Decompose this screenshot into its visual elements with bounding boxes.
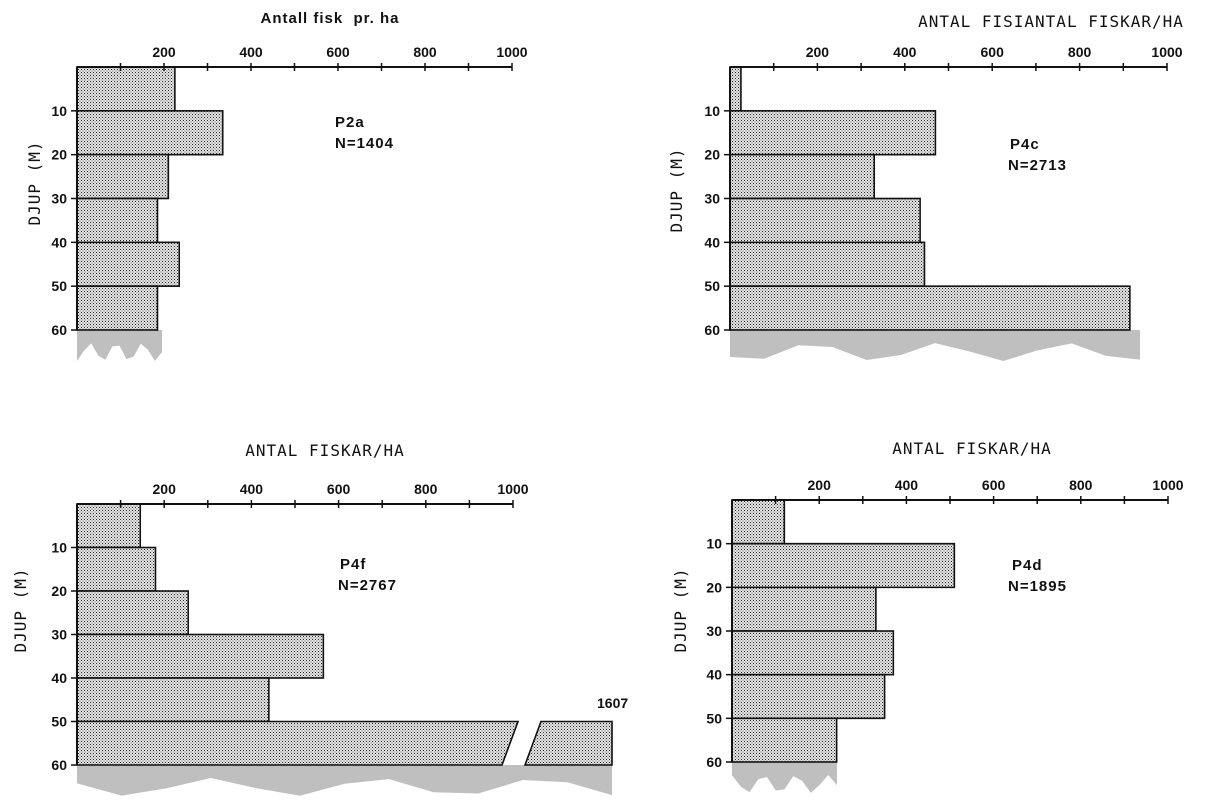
y-tick-label: 20 [706,579,722,595]
bar [731,630,895,676]
bar [729,285,1131,331]
bar [729,110,937,156]
y-axis-label: DJUP (M) [25,140,44,225]
plot-area: 200 400 600 800 1000 10 20 30 40 50 60 [704,44,1183,361]
n-label: N=2713 [1008,157,1067,174]
plot-area: 200 400 600 800 1000 10 20 30 40 50 60 [706,477,1184,793]
x-tick-label: 1000 [496,44,527,60]
bar [729,66,742,112]
bar [731,717,838,763]
bar [731,542,956,589]
x-tick-label: 800 [1069,477,1093,493]
seabed-sediment [732,762,837,793]
plot-area: 200 400 600 800 1000 10 20 30 40 50 60 [51,481,613,796]
y-tick-label: 60 [706,754,722,770]
n-label: N=1895 [1008,578,1067,595]
x-tick-label: 200 [153,481,177,497]
bar [731,586,877,632]
y-tick-label: 40 [51,670,67,686]
x-tick-label: 1000 [1152,477,1183,493]
station-label: P4c [1010,136,1040,153]
y-tick-label: 60 [704,322,720,338]
y-tick-label: 30 [51,627,67,643]
station-label: P4f [340,556,366,573]
station-label: P2a [335,114,365,131]
bar [76,590,189,636]
bar [76,285,159,331]
bar [76,503,142,549]
chart-title: ANTAL FISKAR/HA [892,439,1052,458]
bar [731,673,886,720]
y-axis-label: DJUP (M) [11,567,30,652]
station-label: P4d [1012,557,1043,574]
y-tick-label: 30 [51,191,67,207]
panel-p4d: ANTAL FISKAR/HA DJUP (M) P4d N=1895 200 4… [671,439,1184,793]
plot-area: 200 400 600 800 1000 10 20 30 40 50 60 [51,44,528,361]
bar-break-segment [523,720,613,766]
x-tick-label: 800 [413,44,437,60]
data-label-break: 1607 [597,695,628,711]
x-tick-label: 400 [240,481,264,497]
x-tick-label: 200 [806,44,830,60]
bar [731,499,786,545]
y-tick-label: 30 [704,191,720,207]
bar [76,197,159,244]
y-tick-label: 30 [706,623,722,639]
x-tick-label: 600 [981,44,1005,60]
bar [729,241,926,287]
bar [76,66,176,112]
y-axis-label: DJUP (M) [671,567,690,652]
seabed-sediment [730,330,1140,361]
x-tick-label: 1000 [1151,44,1182,60]
chart-title: Antall fisk pr. ha [260,10,399,27]
y-tick-label: 10 [51,540,67,556]
x-tick-label: 400 [239,44,263,60]
bar [76,677,270,723]
y-tick-label: 10 [51,103,67,119]
y-axis-label: DJUP (M) [667,147,686,232]
bar [76,241,181,287]
x-tick-label: 1000 [497,481,528,497]
y-tick-label: 40 [706,667,722,683]
y-tick-label: 10 [706,536,722,552]
x-tick-label: 800 [1068,44,1092,60]
x-tick-label: 600 [982,477,1006,493]
y-tick-label: 50 [51,278,67,294]
y-tick-label: 60 [51,322,67,338]
bar [76,633,325,679]
x-tick-label: 200 [808,477,832,493]
x-tick-label: 600 [327,481,351,497]
y-tick-label: 50 [706,710,722,726]
x-tick-label: 200 [152,44,176,60]
y-tick-label: 50 [704,278,720,294]
bar [76,720,520,766]
y-tick-label: 40 [51,234,67,250]
y-tick-label: 20 [51,147,67,163]
panel-p4c: ANTAL FISIANTAL FISKAR/HA DJUP (M) P4c N… [667,12,1184,361]
seabed-sediment [77,765,612,796]
x-tick-label: 600 [326,44,350,60]
y-tick-label: 60 [51,757,67,773]
chart-title: ANTAL FISIANTAL FISKAR/HA [918,12,1184,31]
bar [729,197,921,244]
bar [729,153,876,200]
x-tick-label: 800 [414,481,438,497]
panel-p4f: ANTAL FISKAR/HA DJUP (M) P4f N=2767 1607… [11,441,628,796]
panel-p2a: Antall fisk pr. ha DJUP (M) P2a N=1404 2… [25,10,528,361]
bar [76,110,224,156]
seabed-sediment [77,330,162,361]
bar [76,153,170,200]
bar [76,546,157,592]
y-tick-label: 20 [704,147,720,163]
y-tick-label: 40 [704,234,720,250]
chart-title: ANTAL FISKAR/HA [245,441,405,460]
y-tick-label: 20 [51,583,67,599]
y-tick-label: 10 [704,103,720,119]
n-label: N=1404 [335,135,394,152]
x-tick-label: 400 [893,44,917,60]
x-tick-label: 400 [895,477,919,493]
y-tick-label: 50 [51,714,67,730]
n-label: N=2767 [338,577,397,594]
